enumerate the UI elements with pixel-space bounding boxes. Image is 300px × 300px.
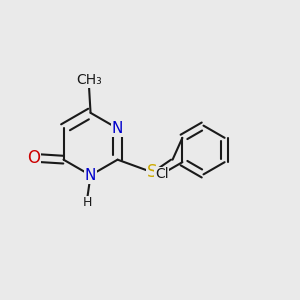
Text: CH₃: CH₃ [76, 73, 102, 87]
Text: Cl: Cl [155, 167, 168, 181]
Text: S: S [146, 164, 157, 181]
Text: N: N [85, 168, 96, 183]
Text: N: N [112, 121, 123, 136]
Text: H: H [83, 196, 92, 209]
Text: O: O [27, 149, 40, 167]
